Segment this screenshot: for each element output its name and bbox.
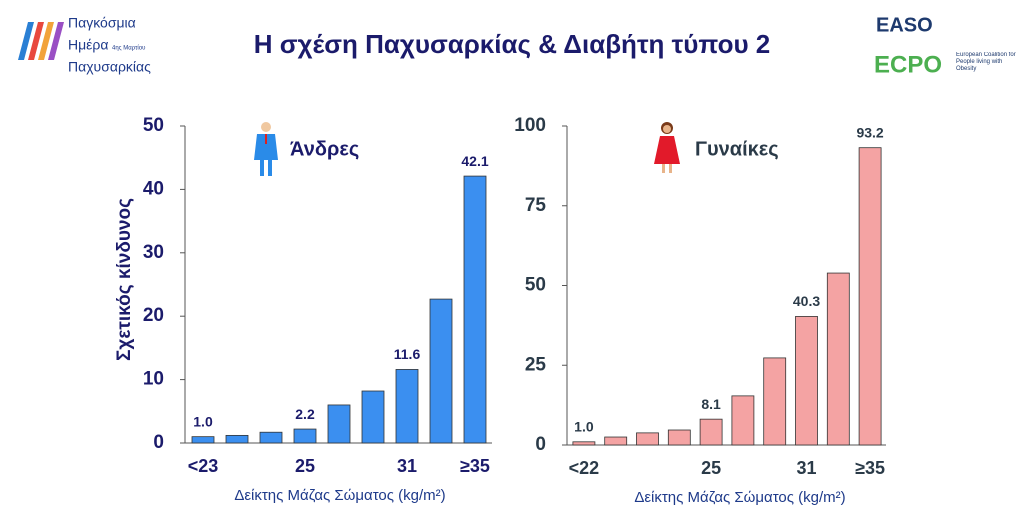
logo-ecpo-text-box: European Coalition for People living wit… <box>956 52 1016 72</box>
y-tick-label: 30 <box>143 242 164 263</box>
bar <box>225 434 249 444</box>
icon-face <box>663 125 671 133</box>
y-tick-label: 0 <box>153 432 164 453</box>
y-tick-label: 10 <box>143 369 164 390</box>
icon-leg <box>669 164 672 173</box>
icon-woman <box>654 122 680 173</box>
bar <box>463 175 487 444</box>
bar <box>667 429 691 446</box>
x-tick-label: <22 <box>569 458 600 478</box>
value-label: 42.1 <box>461 153 488 169</box>
icon-tie <box>265 134 267 144</box>
bar <box>327 404 351 444</box>
x-tick-label: 25 <box>295 456 315 476</box>
y-tick-label: 25 <box>525 354 547 375</box>
logo-stripe <box>48 22 64 60</box>
bar <box>572 441 596 446</box>
bar <box>731 395 755 446</box>
x-axis-label: Δείκτης Μάζας Σώματος (kg/m²) <box>634 489 845 506</box>
x-tick-label: 31 <box>397 456 417 476</box>
logo-stripe <box>28 22 44 60</box>
value-label: 40.3 <box>793 293 820 309</box>
icon-body <box>254 134 278 176</box>
bar <box>858 147 882 446</box>
y-tick-label: 20 <box>143 305 164 326</box>
y-tick-label: 100 <box>514 115 546 136</box>
y-tick-label: 50 <box>525 275 546 296</box>
slide-title: Η σχέση Παχυσαρκίας & Διαβήτη τύπου 2 <box>254 29 771 59</box>
bar <box>826 272 850 446</box>
logo-easo: EASO <box>876 14 933 36</box>
x-axis-label: Δείκτης Μάζας Σώματος (kg/m²) <box>234 487 445 504</box>
bar <box>604 436 628 446</box>
bar <box>293 428 317 444</box>
logo-stripe <box>18 22 34 60</box>
icon-head <box>261 122 271 132</box>
x-tick-label: 31 <box>796 458 816 478</box>
value-label: 11.6 <box>394 346 421 362</box>
bar <box>699 418 723 446</box>
x-tick-label: ≥35 <box>460 456 490 476</box>
logo-text: Παγκόσμια <box>68 15 136 31</box>
legend-label: Γυναίκες <box>695 138 779 160</box>
logo-text: Ημέρα <box>68 37 108 53</box>
bar <box>429 298 453 444</box>
y-axis-label: Σχετικός κίνδυνος <box>114 198 135 361</box>
logo-right: EASO ECPO European Coalition for People … <box>874 14 1016 78</box>
value-label: 2.2 <box>295 406 315 422</box>
logo-date: 4ης Μαρτίου <box>112 46 145 52</box>
bar <box>361 390 385 444</box>
y-tick-label: 0 <box>535 434 546 455</box>
bar <box>636 432 659 446</box>
x-tick-label: 25 <box>701 458 721 478</box>
bar <box>763 357 787 446</box>
icon-man <box>254 122 278 176</box>
bar <box>191 436 215 444</box>
y-tick-label: 75 <box>525 195 547 216</box>
logo-left: Παγκόσμια Ημέρα 4ης Μαρτίου Παχυσαρκίας <box>18 15 151 75</box>
x-tick-label: <23 <box>188 456 219 476</box>
logo-ecpo: ECPO <box>874 51 942 78</box>
bar <box>795 316 818 446</box>
value-label: 8.1 <box>701 396 721 412</box>
logo-text: Παχυσαρκίας <box>68 59 151 75</box>
bar <box>395 369 419 444</box>
icon-leg <box>662 164 665 173</box>
logo-ecpo-text: European Coalition for People living wit… <box>956 52 1016 72</box>
y-tick-label: 40 <box>143 178 164 199</box>
icon-dress <box>654 136 680 164</box>
bar <box>259 431 283 444</box>
value-label: 1.0 <box>193 413 213 429</box>
legend-label: Άνδρες <box>290 138 359 160</box>
value-label: 1.0 <box>574 419 594 435</box>
y-tick-label: 50 <box>143 115 164 136</box>
logo-stripe <box>38 22 54 60</box>
x-tick-label: ≥35 <box>855 458 885 478</box>
value-label: 93.2 <box>856 124 883 140</box>
